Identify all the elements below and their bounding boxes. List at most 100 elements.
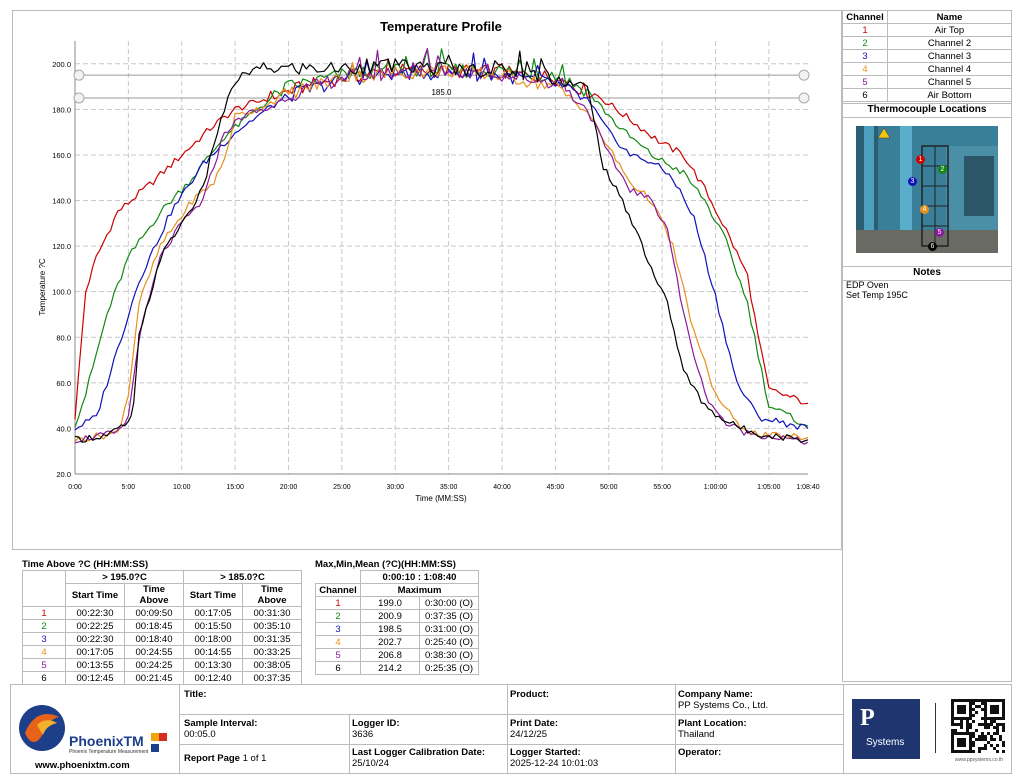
- title-label: Title:: [184, 689, 207, 700]
- time-cell: 00:24:55: [124, 645, 184, 659]
- max-time: 0:37:35 (O): [419, 609, 479, 623]
- col-time-above: Time Above: [124, 583, 184, 607]
- y-axis-label: Temperature ?C: [38, 258, 47, 316]
- time-cell: 00:15:50: [183, 619, 243, 633]
- plant-location-label: Plant Location:: [678, 718, 747, 729]
- time-cell: 00:13:55: [65, 658, 125, 672]
- time-cell: 00:22:25: [65, 619, 125, 633]
- logger-started-label: Logger Started:: [510, 747, 581, 758]
- time-cell: 00:17:05: [65, 645, 125, 659]
- print-date-value: 24/12/25: [510, 729, 547, 740]
- y-tick-label: 160.0: [52, 151, 71, 160]
- line-handle-right[interactable]: [798, 69, 810, 81]
- time-cell: 00:13:30: [183, 658, 243, 672]
- x-tick-label: 35:00: [440, 484, 458, 491]
- time-above-row: 6 00:12:45 00:21:45 00:12:40 00:37:35: [22, 671, 302, 685]
- target-lines: 185.0: [73, 69, 810, 104]
- sample-interval-value: 00:05.0: [184, 729, 216, 740]
- stats-row: 1 199.0 0:30:00 (O): [315, 596, 479, 610]
- marker-5: 5: [935, 221, 944, 239]
- target-line-label: 185.0: [431, 88, 452, 97]
- time-cell: 00:24:25: [124, 658, 184, 672]
- x-axis-label: Time (MM:SS): [415, 494, 467, 503]
- time-cell: 00:38:05: [242, 658, 302, 672]
- plant-location-value: Thailand: [678, 729, 715, 740]
- y-tick-label: 100.0: [52, 288, 71, 297]
- series-line-3: [74, 52, 809, 431]
- x-tick-label: 40:00: [493, 484, 511, 491]
- time-cell: 00:14:55: [183, 645, 243, 659]
- x-tick-label: 5:00: [122, 484, 136, 491]
- row-channel: 4: [315, 635, 361, 649]
- time-cell: 00:12:45: [65, 671, 125, 685]
- time-cell: 00:09:50: [124, 606, 184, 620]
- legend-channel-id: 2: [842, 36, 888, 50]
- marker-2: 2: [938, 158, 947, 176]
- time-above-row: 1 00:22:30 00:09:50 00:17:05 00:31:30: [22, 606, 302, 620]
- row-channel: 2: [315, 609, 361, 623]
- stats-table: 0:00:10 : 1:08:40 Channel Maximum 1 199.0…: [315, 570, 479, 675]
- time-cell: 00:22:30: [65, 632, 125, 646]
- x-tick-label: 55:00: [653, 484, 671, 491]
- row-channel: 5: [315, 648, 361, 662]
- time-cell: 00:22:30: [65, 606, 125, 620]
- x-tick-label: 0:00: [68, 484, 82, 491]
- logger-id-label: Logger ID:: [352, 718, 400, 729]
- marker-3: 3: [908, 170, 917, 188]
- time-above-table: > 195.0?C > 185.0?C Start Time Time Abov…: [22, 570, 302, 685]
- series-line-5: [74, 47, 809, 445]
- product-label: Product:: [510, 689, 550, 700]
- time-cell: 00:18:00: [183, 632, 243, 646]
- pp-website: www.ppsystems.co.th: [955, 757, 1004, 763]
- time-cell: 00:21:45: [124, 671, 184, 685]
- y-tick-label: 60.0: [56, 379, 71, 388]
- line-handle-left[interactable]: [73, 69, 85, 81]
- website-link[interactable]: www.phoenixtm.com: [35, 760, 130, 771]
- stats-row: 4 202.7 0:25:40 (O): [315, 635, 479, 649]
- legend-row: 4 Channel 4: [842, 62, 1012, 76]
- legend-channel-name: Channel 5: [887, 75, 1012, 89]
- line-handle-right[interactable]: [798, 92, 810, 104]
- time-cell: 00:12:40: [183, 671, 243, 685]
- legend-channel-id: 3: [842, 49, 888, 63]
- phoenix-logo: [17, 703, 67, 756]
- thermocouple-locations-title: Thermocouple Locations: [843, 103, 1011, 118]
- chart-series: [74, 47, 809, 445]
- company-value: PP Systems Co., Ltd.: [678, 700, 769, 711]
- max-value: 202.7: [360, 635, 420, 649]
- brand-name: PhoenixTM: [69, 733, 144, 749]
- legend-channel-id: 6: [842, 88, 888, 102]
- threshold-195-header: > 195.0?C: [65, 570, 184, 584]
- x-tick-label: 1:00:00: [704, 484, 727, 491]
- legend-row: 5 Channel 5: [842, 75, 1012, 89]
- row-channel: 3: [315, 622, 361, 636]
- col-time-above: Time Above: [242, 583, 302, 607]
- y-tick-label: 200.0: [52, 60, 71, 69]
- x-tick-label: 1:05:00: [757, 484, 780, 491]
- max-time: 0:31:00 (O): [419, 622, 479, 636]
- row-channel: 6: [22, 671, 66, 685]
- stats-channel-header: Channel: [315, 583, 361, 597]
- channel-legend-table: Channel Name 1 Air Top 2 Channel 2 3 Channel …: [842, 10, 1012, 102]
- time-cell: 00:35:10: [242, 619, 302, 633]
- line-handle-left[interactable]: [73, 92, 85, 104]
- max-time: 0:30:00 (O): [419, 596, 479, 610]
- legend-channel-name: Channel 3: [887, 49, 1012, 63]
- notes-title: Notes: [843, 266, 1011, 281]
- chart-axes: 20.0 40.0 60.0 80.0 100.0 120.0 140.0 160.0 180.…: [52, 41, 820, 491]
- stats-row: 2 200.9 0:37:35 (O): [315, 609, 479, 623]
- time-cell: 00:31:35: [242, 632, 302, 646]
- x-tick-label: 15:00: [226, 484, 244, 491]
- y-tick-label: 20.0: [56, 470, 71, 479]
- time-cell: 00:18:40: [124, 632, 184, 646]
- legend-channel-name: Air Bottom: [887, 88, 1012, 102]
- col-start-time: Start Time: [183, 583, 243, 607]
- stats-row: 5 206.8 0:38:30 (O): [315, 648, 479, 662]
- x-tick-label: 30:00: [386, 484, 404, 491]
- legend-channel-id: 1: [842, 23, 888, 37]
- col-start-time: Start Time: [65, 583, 125, 607]
- legend-channel-name: Channel 4: [887, 62, 1012, 76]
- report-page-label: Report Page: [184, 753, 240, 764]
- y-tick-label: 180.0: [52, 105, 71, 114]
- x-tick-label: 50:00: [600, 484, 618, 491]
